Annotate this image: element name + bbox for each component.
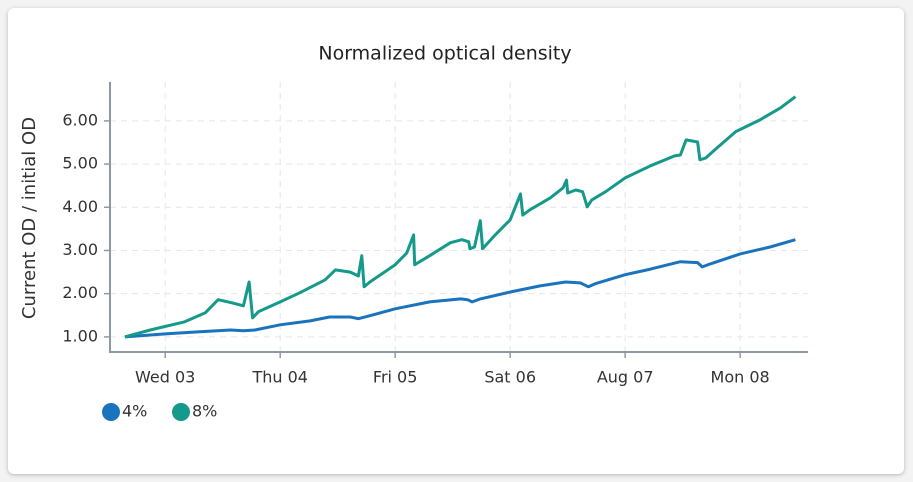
x-tick-label: Thu 04 bbox=[251, 368, 308, 387]
y-tick-label: 1.00 bbox=[62, 326, 98, 345]
legend-marker bbox=[172, 403, 190, 421]
y-axis-label: Current OD / initial OD bbox=[19, 117, 40, 319]
x-tick-label: Wed 03 bbox=[135, 368, 195, 387]
legend-label: 4% bbox=[122, 402, 147, 421]
y-tick-label: 5.00 bbox=[62, 154, 98, 173]
legend-label: 8% bbox=[192, 402, 217, 421]
x-tick-label: Fri 05 bbox=[373, 368, 418, 387]
y-tick-label: 3.00 bbox=[62, 240, 98, 259]
y-tick-label: 2.00 bbox=[62, 283, 98, 302]
x-tick-label: Mon 08 bbox=[711, 368, 770, 387]
x-tick-label: Aug 07 bbox=[597, 368, 654, 387]
chart-title: Normalized optical density bbox=[318, 43, 571, 65]
x-tick-label: Sat 06 bbox=[484, 368, 536, 387]
series-line bbox=[124, 95, 797, 339]
series-line bbox=[124, 238, 796, 339]
legend-marker bbox=[102, 403, 120, 421]
y-tick-label: 4.00 bbox=[62, 197, 98, 216]
y-tick-label: 6.00 bbox=[62, 110, 98, 129]
